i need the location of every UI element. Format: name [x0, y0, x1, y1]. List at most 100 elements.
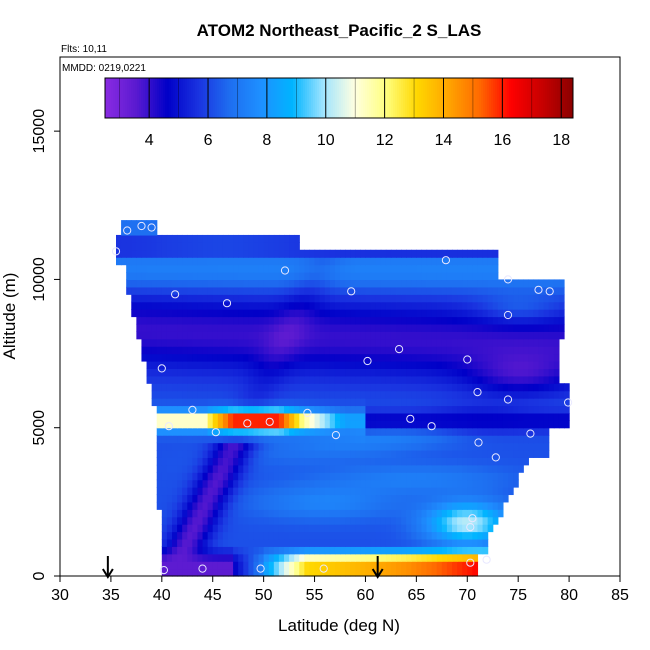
- heatmap-cell: [136, 220, 143, 229]
- heatmap-cell: [452, 286, 458, 295]
- heatmap-cell: [253, 234, 260, 243]
- heatmap-cell: [136, 257, 143, 266]
- heatmap-cell: [166, 294, 173, 303]
- heatmap-cell: [528, 346, 535, 355]
- heatmap-cell: [396, 383, 402, 392]
- colorbar-segment: [203, 78, 206, 118]
- colorbar-segment: [283, 78, 286, 118]
- heatmap-cell: [345, 553, 351, 562]
- heatmap-cell: [166, 472, 173, 481]
- heatmap-cell: [273, 427, 280, 436]
- heatmap-cell: [375, 472, 382, 481]
- heatmap-cell: [441, 301, 448, 310]
- heatmap-cell: [396, 390, 402, 399]
- heatmap-cell: [345, 272, 351, 281]
- heatmap-cell: [421, 509, 428, 518]
- heatmap-cell: [467, 546, 473, 555]
- heatmap-cell: [538, 368, 545, 377]
- heatmap-cell: [294, 531, 300, 540]
- colorbar-segment: [507, 78, 510, 118]
- heatmap-cell: [192, 257, 199, 266]
- colorbar-segment: [443, 78, 446, 118]
- heatmap-cell: [355, 368, 361, 377]
- colorbar-segment: [355, 78, 358, 118]
- heatmap-cell: [472, 546, 479, 555]
- heatmap-cell: [294, 501, 300, 510]
- heatmap-cell: [212, 420, 219, 429]
- heatmap-cell: [197, 316, 204, 325]
- heatmap-cell: [309, 501, 316, 510]
- heatmap-cell: [263, 353, 270, 362]
- heatmap-cell: [161, 427, 168, 436]
- heatmap-cell: [202, 323, 209, 332]
- heatmap-cell: [253, 501, 260, 510]
- heatmap-cell: [385, 360, 392, 369]
- heatmap-cell: [329, 323, 336, 332]
- heatmap-cell: [345, 323, 351, 332]
- heatmap-cell: [543, 301, 550, 310]
- heatmap-cell: [365, 294, 372, 303]
- heatmap-cell: [548, 405, 555, 414]
- heatmap-cell: [217, 360, 224, 369]
- heatmap-cell: [268, 435, 275, 444]
- heatmap-cell: [243, 301, 249, 310]
- heatmap-cell: [268, 420, 275, 429]
- heatmap-cell: [380, 398, 387, 407]
- heatmap-cell: [131, 249, 137, 258]
- heatmap-cell: [513, 360, 519, 369]
- colorbar-segment: [227, 78, 230, 118]
- heatmap-cell: [467, 264, 473, 273]
- heatmap-cell: [370, 561, 377, 570]
- heatmap-cell: [457, 309, 463, 318]
- heatmap-cell: [477, 464, 484, 473]
- colorbar-segment: [403, 78, 406, 118]
- heatmap-cell: [426, 494, 433, 503]
- heatmap-cell: [446, 449, 453, 458]
- heatmap-cell: [273, 568, 280, 577]
- heatmap-cell: [518, 309, 524, 318]
- latitude-arrows: [102, 556, 384, 579]
- heatmap-cell: [345, 531, 351, 540]
- heatmap-cell: [273, 494, 280, 503]
- heatmap-cell: [436, 338, 443, 347]
- heatmap-cell: [452, 524, 458, 533]
- heatmap-cell: [172, 301, 178, 310]
- heatmap-cell: [482, 427, 489, 436]
- heatmap-cell: [441, 405, 448, 414]
- heatmap-cell: [472, 331, 479, 340]
- heatmap-cell: [462, 494, 468, 503]
- heatmap-cell: [156, 301, 163, 310]
- heatmap-cell: [329, 346, 336, 355]
- heatmap-cell: [411, 516, 417, 525]
- heatmap-cell: [319, 375, 326, 384]
- heatmap-cell: [365, 427, 372, 436]
- heatmap-cell: [161, 368, 168, 377]
- heatmap-cell: [253, 301, 260, 310]
- heatmap-cell: [401, 301, 407, 310]
- heatmap-cell: [497, 368, 504, 377]
- heatmap-cell: [222, 479, 229, 488]
- heatmap-cell: [187, 509, 193, 518]
- heatmap-cell: [187, 279, 193, 288]
- heatmap-cell: [243, 501, 249, 510]
- heatmap-cell: [172, 568, 178, 577]
- heatmap-cell: [385, 383, 392, 392]
- heatmap-cell: [421, 420, 428, 429]
- heatmap-cell: [289, 531, 295, 540]
- heatmap-cell: [278, 420, 285, 429]
- heatmap-cell: [421, 375, 428, 384]
- heatmap-cell: [538, 309, 545, 318]
- heatmap-cell: [304, 479, 311, 488]
- heatmap-cell: [166, 323, 173, 332]
- heatmap-cell: [436, 301, 443, 310]
- heatmap-cell: [441, 479, 448, 488]
- heatmap-cell: [222, 242, 229, 251]
- heatmap-cell: [355, 405, 361, 414]
- colorbar-segment: [359, 78, 362, 118]
- heatmap-cell: [263, 449, 270, 458]
- heatmap-cell: [452, 279, 458, 288]
- heatmap-cell: [151, 272, 158, 281]
- heatmap-cell: [340, 272, 346, 281]
- heatmap-cell: [248, 442, 255, 451]
- heatmap-cell: [416, 427, 423, 436]
